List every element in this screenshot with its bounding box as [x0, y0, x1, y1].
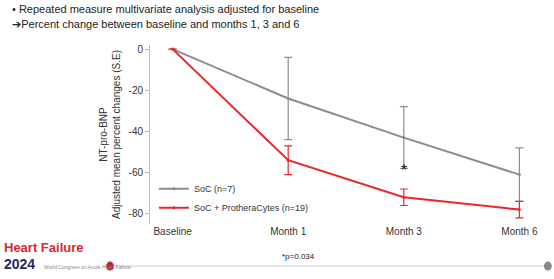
svg-text:-40: -40	[129, 126, 144, 137]
svg-text:-60: -60	[129, 167, 144, 178]
svg-text:SoC (n=7): SoC (n=7)	[194, 184, 235, 194]
svg-text:NT-pro-BNPAdjusted mean percen: NT-pro-BNPAdjusted mean percent changes …	[98, 50, 122, 219]
svg-text:• Repeated measure multivariat: • Repeated measure multivariate analysis…	[12, 3, 319, 15]
svg-text:Month 3: Month 3	[386, 226, 423, 237]
svg-text:0: 0	[137, 44, 143, 55]
svg-text:World Congress on Acute Heart: World Congress on Acute Heart Failure	[44, 264, 131, 270]
svg-text:Month 1: Month 1	[270, 226, 307, 237]
svg-text:-80: -80	[129, 208, 144, 219]
svg-text:2024: 2024	[4, 256, 35, 272]
svg-text:-20: -20	[129, 85, 144, 96]
svg-text:➔Percent change between baseli: ➔Percent change between baseline and mon…	[12, 18, 299, 30]
svg-text:*: *	[401, 162, 407, 179]
svg-text:*p=0.034: *p=0.034	[282, 252, 315, 261]
svg-text:Baseline: Baseline	[153, 226, 192, 237]
svg-text:Heart Failure: Heart Failure	[4, 240, 83, 255]
svg-text:SoC + ProtheraCytes (n=19): SoC + ProtheraCytes (n=19)	[194, 203, 308, 213]
svg-text:Month 6: Month 6	[501, 226, 538, 237]
